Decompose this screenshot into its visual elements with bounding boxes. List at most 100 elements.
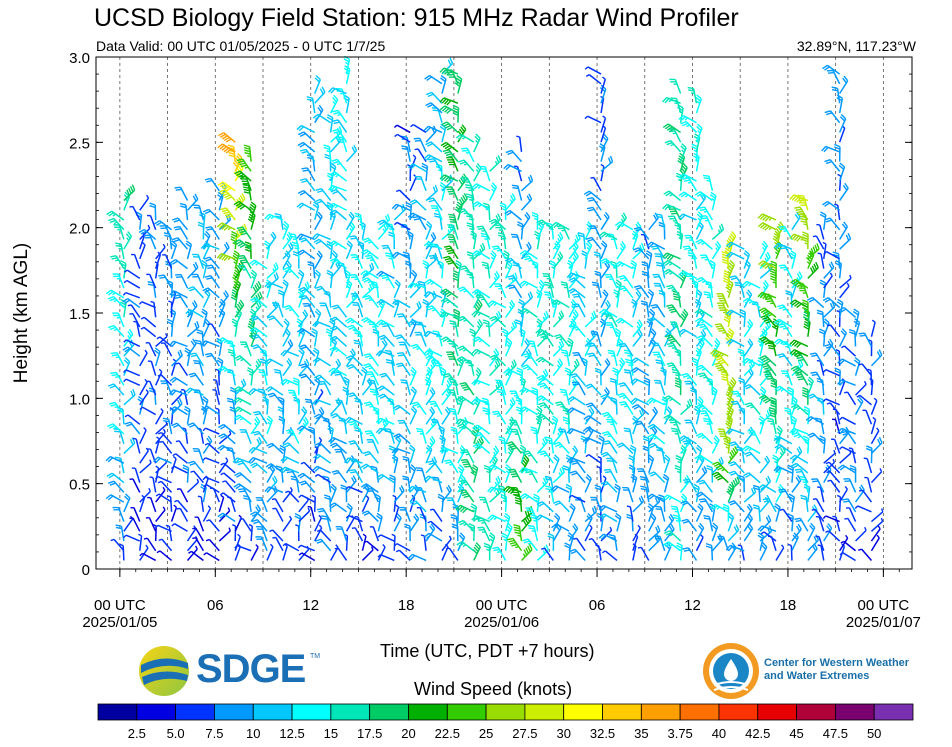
- wind-barb: [282, 220, 290, 240]
- wind-barb: [264, 358, 284, 367]
- wind-barb: [249, 327, 268, 338]
- wind-barb: [695, 94, 703, 114]
- wind-barb: [348, 420, 364, 435]
- wind-barb: [680, 120, 698, 133]
- wind-barb: [171, 397, 183, 416]
- wind-barb: [170, 455, 177, 474]
- wind-barb: [313, 238, 332, 250]
- wind-barb: [414, 176, 427, 192]
- wind-barb: [266, 315, 284, 328]
- wind-barb: [351, 527, 364, 542]
- wind-barb: [549, 260, 556, 279]
- station-coordinates: 32.89°N, 117.23°W: [796, 38, 916, 54]
- wind-barb: [335, 525, 348, 542]
- wind-barb: [186, 478, 200, 493]
- wind-barb: [279, 444, 286, 464]
- wind-barb: [642, 445, 650, 464]
- wind-barb: [110, 371, 125, 386]
- wind-barb: [362, 450, 379, 464]
- wind-barb: [393, 279, 401, 299]
- wind-barb: [702, 174, 714, 191]
- wind-barb: [360, 483, 379, 493]
- wind-barb: [604, 273, 618, 289]
- wind-barb: [153, 456, 172, 464]
- wind-barb: [600, 358, 611, 377]
- wind-barb: [862, 409, 873, 425]
- wind-barb: [154, 220, 173, 231]
- wind-barb: [445, 547, 459, 561]
- wind-barb: [313, 374, 332, 386]
- wind-barb: [616, 241, 627, 260]
- wind-barb: [777, 304, 793, 318]
- wind-barb: [473, 133, 481, 153]
- wind-barb: [139, 378, 148, 396]
- wind-barb: [824, 158, 841, 172]
- wind-barb: [630, 259, 637, 279]
- wind-barb: [409, 301, 422, 318]
- wind-barb: [395, 189, 411, 202]
- y-tick-label: 1.5: [69, 306, 90, 323]
- wind-barb: [757, 213, 777, 222]
- wind-barb: [839, 182, 849, 201]
- wind-barb: [122, 298, 141, 309]
- wind-barb: [439, 181, 447, 201]
- wind-barb: [609, 377, 618, 396]
- wind-barb: [161, 342, 173, 357]
- wind-barb: [165, 260, 173, 279]
- wind-barb: [838, 328, 848, 347]
- wind-barb: [123, 493, 131, 513]
- wind-barb: [157, 480, 173, 493]
- wind-barb: [109, 401, 125, 415]
- wind-barb: [220, 492, 236, 503]
- wind-barb: [407, 319, 427, 328]
- wind-barb: [379, 372, 395, 386]
- wind-barb: [566, 407, 586, 416]
- wind-barb: [601, 550, 618, 562]
- wind-barb: [823, 301, 836, 318]
- wind-barb: [323, 494, 332, 512]
- wind-barb: [598, 504, 618, 513]
- wind-barb: [392, 494, 397, 512]
- wind-barb: [312, 201, 320, 221]
- wind-barb: [335, 399, 348, 415]
- wind-barb: [187, 460, 204, 474]
- wind-barb: [587, 352, 602, 367]
- wind-barb: [266, 543, 274, 561]
- wind-barb: [397, 419, 411, 435]
- wind-barb: [251, 334, 268, 347]
- wind-barb: [361, 546, 374, 561]
- wind-barb: [409, 366, 417, 386]
- wind-barb: [132, 437, 141, 454]
- wind-barb: [409, 464, 417, 483]
- wind-barb: [446, 497, 459, 513]
- wind-barb: [217, 444, 236, 455]
- wind-barb: [282, 543, 288, 561]
- wind-barb: [266, 262, 279, 279]
- wind-barb: [343, 457, 363, 464]
- wind-barb: [439, 123, 447, 143]
- wind-barb: [312, 347, 320, 367]
- wind-barb: [446, 351, 459, 367]
- wind-barb: [591, 281, 602, 298]
- wind-barb: [139, 349, 148, 367]
- wind-barb: [511, 233, 523, 250]
- wind-barb: [531, 387, 539, 405]
- wind-barb: [113, 224, 125, 240]
- wind-barb: [143, 537, 157, 552]
- wind-barb: [250, 416, 261, 435]
- wind-barb: [711, 241, 722, 260]
- wind-barb: [678, 328, 697, 338]
- wind-barb: [728, 461, 745, 474]
- wind-barb: [194, 516, 205, 532]
- wind-barb: [266, 231, 277, 250]
- wind-barb: [133, 320, 141, 337]
- wind-barb: [307, 505, 316, 522]
- wind-barb: [675, 454, 683, 473]
- wind-barb: [427, 460, 443, 474]
- wind-barb: [231, 318, 239, 337]
- wind-barb: [839, 75, 849, 94]
- wind-barb: [239, 429, 252, 445]
- wind-barb: [234, 355, 252, 367]
- wind-barb: [282, 266, 300, 279]
- wind-barb: [766, 417, 777, 435]
